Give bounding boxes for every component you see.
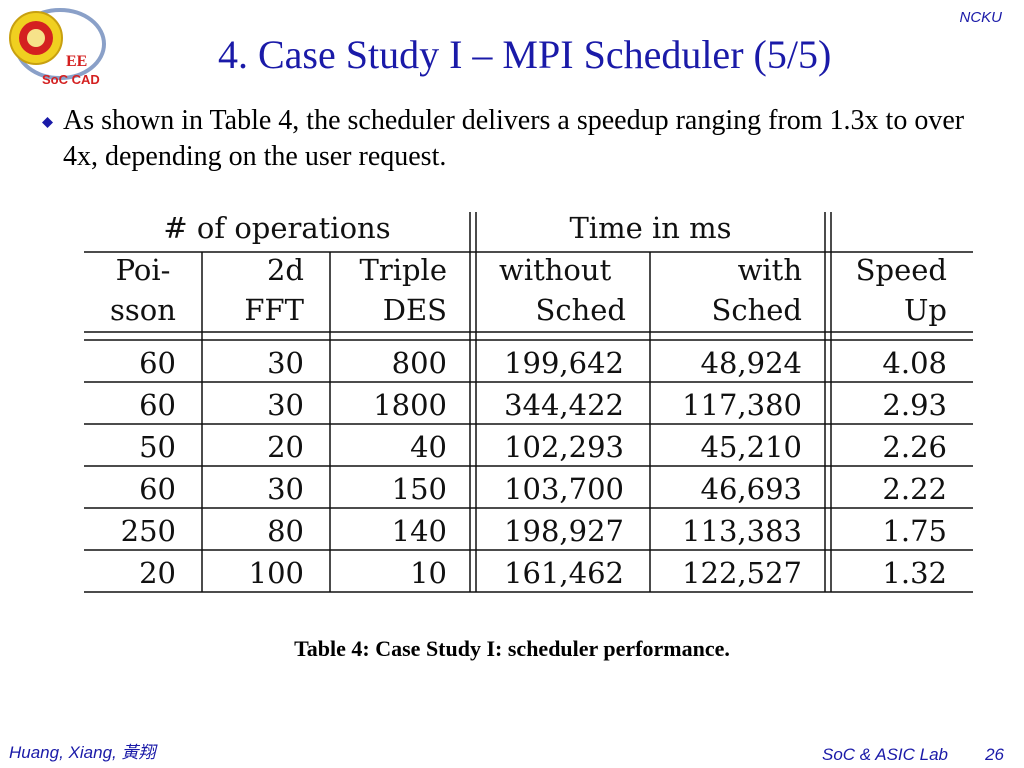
column-header-cell: Up <box>904 293 947 327</box>
table-cell: 4.08 <box>882 346 947 380</box>
column-header-cell: with <box>738 253 802 287</box>
group-header-operations: # of operations <box>163 211 390 245</box>
table-cell: 60 <box>139 346 176 380</box>
table-cell: 60 <box>139 388 176 422</box>
table-cell: 344,422 <box>504 388 624 422</box>
column-header-cell: Triple <box>360 253 447 287</box>
column-header-cell: 2d <box>267 253 304 287</box>
table-caption: Table 4: Case Study I: scheduler perform… <box>294 636 730 661</box>
slide-title: 4. Case Study I – MPI Scheduler (5/5) <box>218 32 832 77</box>
table-cell: 199,642 <box>504 346 624 380</box>
group-header-time: Time in ms <box>569 211 731 245</box>
footer-lab: SoC & ASIC Lab <box>822 745 948 764</box>
table-cell: 80 <box>267 514 304 548</box>
table-cell: 1.75 <box>882 514 947 548</box>
table-cell: 1.32 <box>882 556 947 590</box>
table-cell: 117,380 <box>682 388 802 422</box>
table-cell: 198,927 <box>504 514 624 548</box>
table-cell: 60 <box>139 472 176 506</box>
table-cell: 122,527 <box>682 556 802 590</box>
table-cell: 10 <box>410 556 447 590</box>
table-cell: 40 <box>410 430 447 464</box>
column-header-cell: sson <box>110 293 176 327</box>
table-cell: 2.22 <box>882 472 947 506</box>
table-cell: 800 <box>392 346 447 380</box>
table-cell: 45,210 <box>701 430 802 464</box>
table-cell: 20 <box>139 556 176 590</box>
table-cell: 113,383 <box>682 514 802 548</box>
table-cell: 161,462 <box>504 556 624 590</box>
table-cell: 48,924 <box>701 346 802 380</box>
performance-table: # of operations Time in ms Poi-sson 2d FFT Tr… <box>80 208 975 596</box>
lab-logo: EE SoC CAD <box>4 4 108 90</box>
table-cell: 46,693 <box>701 472 802 506</box>
column-header-cell: DES <box>383 293 447 327</box>
table-cell: 50 <box>139 430 176 464</box>
diamond-bullet-icon <box>42 117 53 128</box>
table-cell: 102,293 <box>504 430 624 464</box>
table-cell: 103,700 <box>504 472 624 506</box>
logo-dept-text: EE <box>66 53 87 70</box>
table-cell: 30 <box>267 388 304 422</box>
table-cell: 250 <box>121 514 176 548</box>
column-header-cell: Sched <box>535 293 626 327</box>
table-cell: 100 <box>249 556 304 590</box>
university-seal-icon: EE SoC CAD <box>9 8 106 87</box>
column-header-cell: Speed <box>856 253 947 287</box>
table-cell: 30 <box>267 346 304 380</box>
column-header-cell: Poi- <box>116 253 171 287</box>
table-cell: 1800 <box>373 388 447 422</box>
bullet-text: As shown in Table 4, the scheduler deliv… <box>63 105 965 172</box>
column-header-cell: without <box>499 253 612 287</box>
bullet-point: As shown in Table 4, the scheduler deliv… <box>42 103 1002 175</box>
table-cell: 2.93 <box>882 388 947 422</box>
table-cell: 140 <box>392 514 447 548</box>
table-cell: 150 <box>392 472 447 506</box>
footer-author: Huang, Xiang, 黃翔 <box>9 743 156 762</box>
page-number: 26 <box>985 745 1004 764</box>
table-cell: 30 <box>267 472 304 506</box>
column-header-cell: Sched <box>711 293 802 327</box>
table-cell: 20 <box>267 430 304 464</box>
logo-lab-text: SoC CAD <box>42 72 100 87</box>
table-graphic: # of operations Time in ms Poi-sson 2d FFT Tr… <box>84 211 973 593</box>
institution-label: NCKU <box>959 9 1002 26</box>
column-header-cell: FFT <box>244 293 304 327</box>
table-cell: 2.26 <box>882 430 947 464</box>
